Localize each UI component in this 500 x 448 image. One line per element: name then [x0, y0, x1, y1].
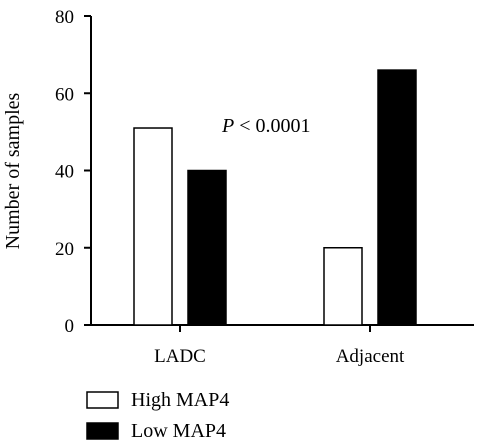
- y-tick-label: 40: [55, 162, 74, 183]
- legend-swatch-low-map4: [86, 422, 119, 440]
- bar-high-map4-ladc: [133, 127, 173, 326]
- y-ticks: 0 20 40 60 80: [55, 7, 91, 337]
- y-tick-label: 0: [65, 316, 75, 337]
- p-value-symbol: P: [221, 115, 234, 137]
- legend-swatch-high-map4: [86, 391, 119, 409]
- bar-high-map4-adjacent: [323, 247, 363, 326]
- legend: High MAP4 Low MAP4: [86, 389, 229, 442]
- p-value-annotation: P < 0.0001: [221, 115, 311, 137]
- p-value-text: < 0.0001: [234, 115, 310, 137]
- bar-low-map4-ladc: [187, 169, 227, 326]
- x-tick-label-ladc: LADC: [154, 346, 206, 367]
- legend-label-high-map4: High MAP4: [131, 389, 229, 411]
- bar-low-map4-adjacent: [377, 69, 417, 326]
- x-tick-label-adjacent: Adjacent: [336, 346, 405, 367]
- bars: [133, 69, 417, 326]
- legend-label-low-map4: Low MAP4: [131, 420, 226, 442]
- y-axis-title: Number of samples: [2, 92, 24, 249]
- y-tick-label: 60: [55, 84, 74, 105]
- y-tick-label: 20: [55, 239, 74, 260]
- y-tick-label: 80: [55, 7, 74, 28]
- x-ticks: LADC Adjacent: [154, 325, 405, 367]
